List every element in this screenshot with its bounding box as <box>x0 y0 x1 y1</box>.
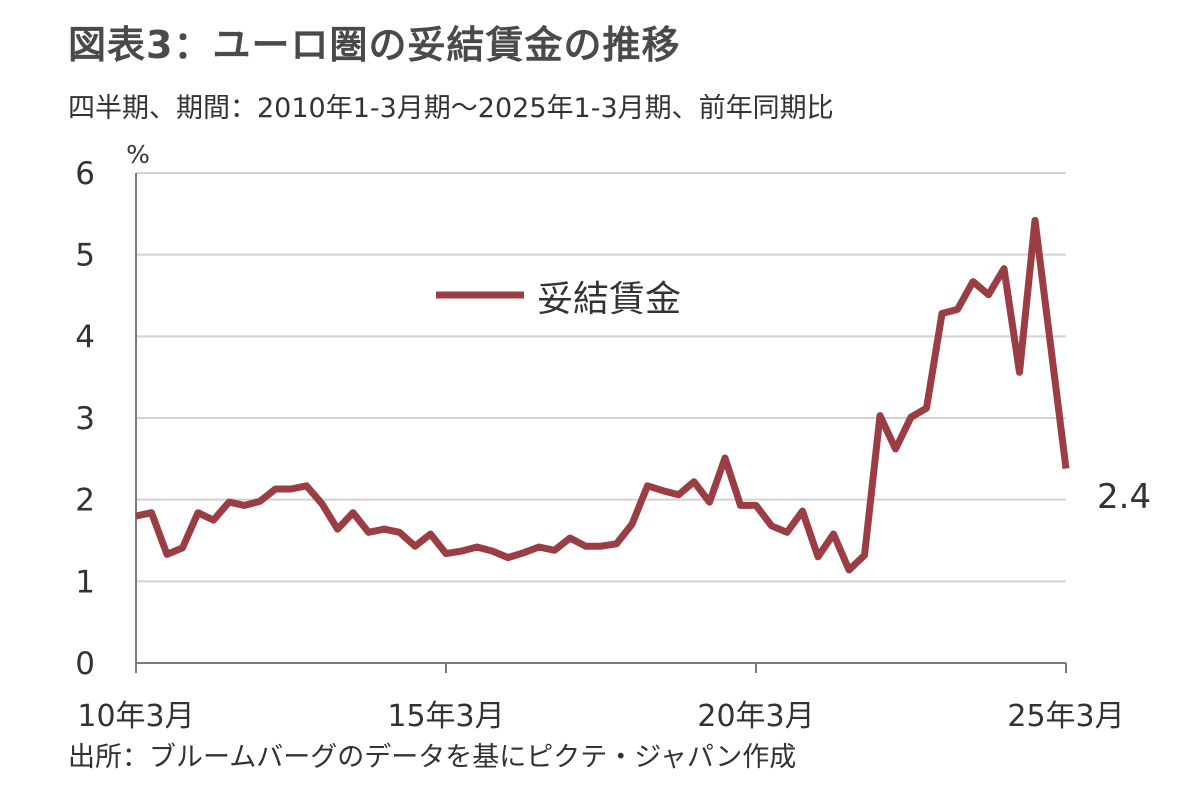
x-tick-label-3: 25年3月 <box>1007 699 1124 734</box>
y-tick-label-3: 3 <box>75 401 95 437</box>
gridlines <box>136 172 1066 583</box>
y-tick-label-6: 6 <box>75 156 95 192</box>
x-tick-label-1: 15年3月 <box>387 699 504 734</box>
series-line-0 <box>135 216 1070 574</box>
axes <box>135 173 1067 673</box>
x-tick-label-0: 10年3月 <box>77 699 194 734</box>
y-tick-label-5: 5 <box>75 238 95 274</box>
series-layer <box>135 216 1070 574</box>
chart-title: 図表3：ユーロ圏の妥結賃金の推移 <box>68 23 681 67</box>
source-note: 出所：ブルームバーグのデータを基にピクテ・ジャパン作成 <box>68 742 797 773</box>
legend-label: 妥結賃金 <box>537 279 681 320</box>
y-tick-label-4: 4 <box>75 319 95 355</box>
y-tick-label-1: 1 <box>75 564 95 600</box>
y-tick-label-2: 2 <box>75 483 95 519</box>
y-axis-unit-label: % <box>126 140 150 169</box>
chart-subtitle: 四半期、期間：2010年1-3月期～2025年1-3月期、前年同期比 <box>68 93 834 124</box>
y-tick-label-0: 0 <box>75 646 95 682</box>
labels: 0 1 2 3 4 5 6% 10年3月 15年3月 20年3月 25年3月 妥結賃金 2.4 <box>75 140 1151 734</box>
last-value-label: 2.4 <box>1097 477 1151 517</box>
x-tick-label-2: 20年3月 <box>697 699 814 734</box>
